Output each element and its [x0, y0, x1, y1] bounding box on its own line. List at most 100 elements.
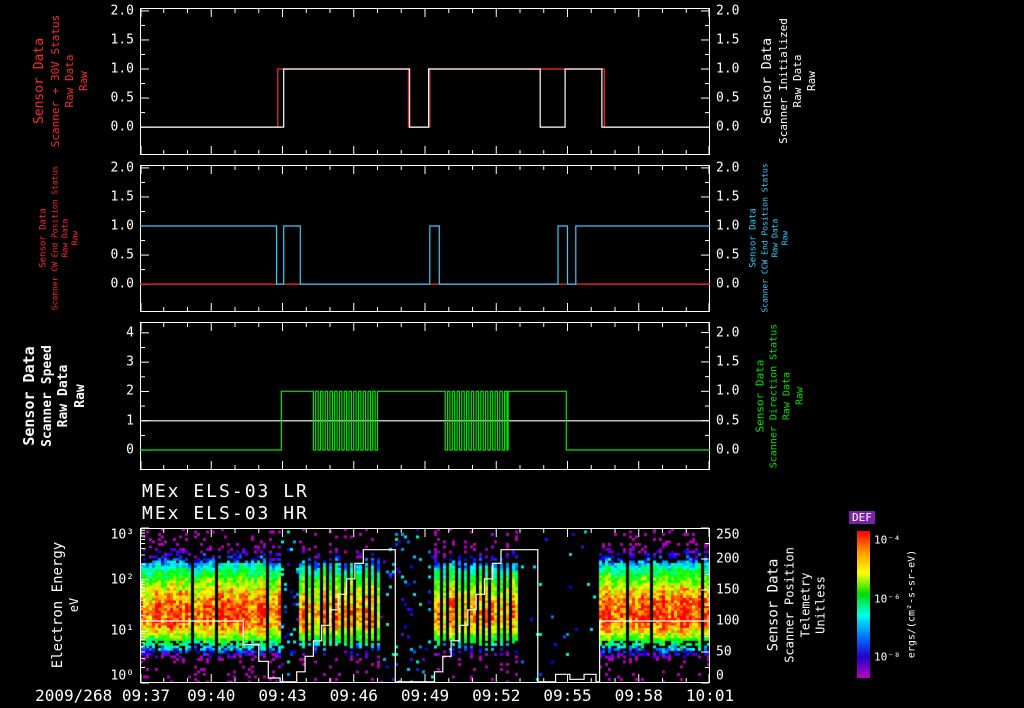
panel1-right-axis-label: Sensor Data Scanner Initialized Raw Data Ra… — [760, 18, 820, 144]
y-tick-label: 0.0 — [110, 119, 134, 135]
axis-label-line: Raw Data — [63, 54, 77, 108]
plot-title-lr: MEx ELS-03 LR — [142, 481, 309, 502]
x-tick-label: 09:49 — [400, 686, 450, 705]
axis-label-line: Sensor Data — [748, 208, 759, 268]
axis-label-line: Raw — [805, 71, 819, 91]
axis-label-line: Raw — [73, 384, 89, 408]
y-tick-label: 0 — [126, 442, 134, 458]
axis-label-line: Raw Data — [60, 218, 70, 258]
x-tick-label: 09:55 — [543, 686, 592, 705]
y-tick-label: 1.0 — [716, 218, 740, 234]
y-tick-label: 1 — [126, 413, 134, 429]
axis-label-line: eV — [67, 597, 82, 613]
y-tick-label: 1.5 — [110, 32, 134, 48]
plot-title-hr: MEx ELS-03 HR — [142, 503, 309, 524]
y-tick-label: 4 — [126, 325, 134, 341]
y-tick-label: 1.5 — [716, 189, 740, 205]
axis-label-line: Scanner Initialized — [777, 18, 790, 144]
y-tick-label: 0.0 — [716, 276, 740, 292]
series-scanner-+-30v-status-raw — [140, 68, 710, 128]
scanner-position-tick-label: 250 — [716, 527, 740, 543]
axis-label-line: Unitless — [813, 576, 828, 634]
colorbar — [857, 531, 870, 678]
x-tick-label: 10:01 — [685, 686, 735, 705]
x-tick-label: 09:52 — [472, 686, 521, 705]
axis-label-line: Sensor Data — [38, 208, 49, 268]
y-tick-label: 1.0 — [716, 383, 740, 399]
colorbar-unit-label: ergs/(cm²-s-sr-eV) — [906, 549, 918, 659]
x-tick-label: 09:58 — [614, 686, 663, 705]
axis-label-line: Raw — [794, 386, 806, 406]
scanner-position-tick-label: 100 — [716, 613, 740, 629]
axis-label-line: Scanner Position — [782, 547, 797, 663]
axis-label-line: Raw Data — [781, 371, 793, 421]
y-tick-label: 1.5 — [716, 354, 740, 370]
y-tick-label: 2.0 — [716, 325, 740, 341]
colorbar-tick-label: 10⁻⁶ — [874, 592, 901, 606]
y-tick-label: 1.0 — [110, 61, 134, 77]
panel3-left-axis-label: Sensor Data Scanner Speed Raw Data Raw — [20, 345, 90, 447]
axis-label-line: Scanner CCW End Position Status — [760, 163, 770, 313]
panel2-right-axis-label: Sensor Data Scanner CCW End Position Stat… — [749, 163, 792, 312]
axis-label-line: Raw Data — [791, 54, 805, 108]
y-tick-label: 2.0 — [110, 160, 134, 176]
y-tick-label: 0.5 — [110, 90, 134, 106]
panel2-plot — [140, 165, 710, 312]
axis-label-line: Raw Data — [56, 364, 72, 428]
scanner-position-tick-label: 0 — [716, 668, 724, 684]
x-axis-start-label: 2009/268 09:37 — [35, 686, 170, 705]
axis-label-line: Sensor Data — [32, 37, 48, 125]
colorbar-tick-label: 10⁻⁴ — [874, 533, 901, 547]
scanner-position-tick-label: 150 — [716, 582, 740, 598]
panel3-plot — [140, 322, 710, 470]
panel4-right-axis-label: Sensor Data Scanner Position Telemetry Unit… — [765, 547, 830, 663]
axis-label-line: Sensor Data — [753, 359, 767, 433]
axis-label-line: Sensor Data — [19, 346, 38, 446]
y-tick-label: 0.5 — [110, 247, 134, 263]
axis-label-line: Telemetry — [798, 572, 813, 638]
y-tick-label: 3 — [126, 354, 134, 370]
axis-label-line: Raw — [781, 230, 791, 246]
y-tick-label: 0.5 — [716, 90, 740, 106]
colorbar-tick-label: 10⁻⁸ — [874, 650, 901, 664]
scanner-position-tick-label: 50 — [716, 644, 732, 660]
energy-tick-label: 10² — [110, 572, 134, 588]
series-scanner-direction-status-raw — [140, 390, 710, 451]
panel3-right-axis-label: Sensor Data Scanner Direction Status Raw D… — [753, 324, 806, 469]
panel2-left-axis-label: Sensor Data Scanner CW End Position Statu… — [39, 166, 82, 311]
energy-tick-label: 10³ — [110, 527, 134, 543]
energy-tick-label: 10¹ — [110, 623, 134, 639]
y-tick-label: 0.0 — [110, 276, 134, 292]
y-tick-label: 0.0 — [716, 119, 740, 135]
y-tick-label: 0.0 — [716, 442, 740, 458]
y-tick-label: 0.5 — [716, 413, 740, 429]
axis-label-line: Electron Energy — [50, 541, 67, 669]
y-tick-label: 2.0 — [716, 3, 740, 19]
panel4-left-axis-label: Electron Energy eV — [49, 542, 83, 668]
x-tick-label: 09:40 — [187, 686, 236, 705]
series-scanner-position-telemetry — [140, 549, 710, 683]
y-tick-label: 2.0 — [110, 3, 134, 19]
axis-label-line: Raw — [77, 71, 91, 91]
x-tick-label: 09:43 — [258, 686, 307, 705]
axis-label-line: Sensor Data — [760, 37, 776, 125]
y-tick-label: 2.0 — [716, 160, 740, 176]
els-spectrogram-heatmap — [140, 528, 710, 683]
x-tick-label: 09:46 — [329, 686, 378, 705]
y-tick-label: 0.5 — [716, 247, 740, 263]
y-tick-label: 1.5 — [110, 189, 134, 205]
axis-label-line: Scanner + 30V Status — [49, 14, 62, 148]
panel1-left-axis-label: Sensor Data Scanner + 30V Status Raw Data R… — [32, 15, 92, 147]
axis-label-line: Raw Data — [770, 218, 780, 258]
colorbar-title: DEF — [849, 511, 875, 524]
axis-label-line: Scanner CW End Position Status — [50, 165, 60, 311]
series-scanner-initialized-raw — [140, 68, 710, 128]
y-tick-label: 1.0 — [716, 61, 740, 77]
axis-label-line: Scanner Speed — [39, 345, 55, 447]
series-scanner-ccw-end-position-status-raw — [140, 225, 710, 285]
y-tick-label: 1.5 — [716, 32, 740, 48]
panel1-plot — [140, 8, 710, 155]
axis-label-line: Sensor Data — [765, 558, 782, 652]
axis-label-line: Scanner Direction Status — [768, 323, 780, 469]
